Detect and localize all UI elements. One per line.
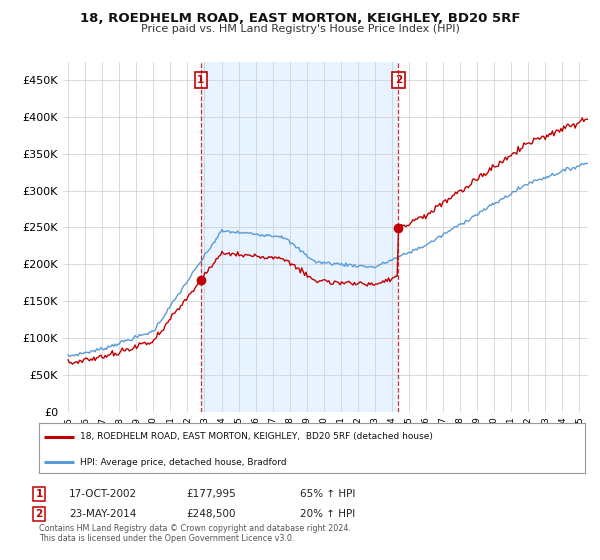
Text: Price paid vs. HM Land Registry's House Price Index (HPI): Price paid vs. HM Land Registry's House … — [140, 24, 460, 34]
Text: 2: 2 — [35, 509, 43, 519]
Text: 18, ROEDHELM ROAD, EAST MORTON, KEIGHLEY, BD20 5RF: 18, ROEDHELM ROAD, EAST MORTON, KEIGHLEY… — [80, 12, 520, 25]
Text: HPI: Average price, detached house, Bradford: HPI: Average price, detached house, Brad… — [80, 458, 287, 466]
Bar — [201, 62, 398, 412]
Text: This data is licensed under the Open Government Licence v3.0.: This data is licensed under the Open Gov… — [39, 534, 295, 543]
Text: 23-MAY-2014: 23-MAY-2014 — [69, 509, 136, 519]
Text: 1: 1 — [197, 75, 205, 85]
Text: Contains HM Land Registry data © Crown copyright and database right 2024.: Contains HM Land Registry data © Crown c… — [39, 524, 351, 533]
Text: £177,995: £177,995 — [186, 489, 236, 499]
Text: 1: 1 — [35, 489, 43, 499]
Text: 20% ↑ HPI: 20% ↑ HPI — [300, 509, 355, 519]
Text: 17-OCT-2002: 17-OCT-2002 — [69, 489, 137, 499]
Text: 2: 2 — [395, 75, 402, 85]
Text: 65% ↑ HPI: 65% ↑ HPI — [300, 489, 355, 499]
Text: 18, ROEDHELM ROAD, EAST MORTON, KEIGHLEY,  BD20 5RF (detached house): 18, ROEDHELM ROAD, EAST MORTON, KEIGHLEY… — [80, 432, 433, 441]
Text: £248,500: £248,500 — [186, 509, 235, 519]
